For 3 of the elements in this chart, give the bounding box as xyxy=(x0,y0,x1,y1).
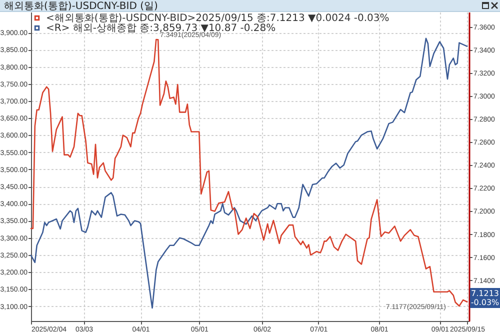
legend-label: <해외통화(통합)-USDCNY-BID>2025/09/15 종:7.1213 ▼0.0024 -0.03% xyxy=(46,13,390,24)
text: 7.1213 -0.03% xyxy=(470,288,500,308)
chart-title: 해외통화(통합)-USDCNY-BID (일) xyxy=(4,1,158,12)
